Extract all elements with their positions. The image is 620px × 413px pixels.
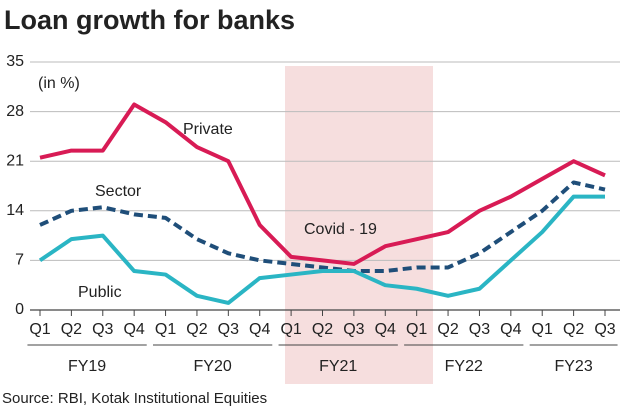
x-tick-label: Q3 [343,321,364,338]
chart-title: Loan growth for banks [4,5,295,35]
source: Source: RBI, Kotak Institutional Equitie… [2,390,267,407]
y-tick-label: 7 [15,252,24,269]
x-tick-label: Q2 [186,321,207,338]
x-tick-label: Q2 [312,321,333,338]
x-tick-label: Q3 [594,321,615,338]
annotation: Covid - 19 [304,221,377,238]
x-tick-label: Q4 [123,321,144,338]
series-line [38,194,605,305]
y-tick-label: 21 [6,152,24,169]
x-tick-label: Q3 [218,321,239,338]
y-tick-label: 14 [6,202,24,219]
x-tick-label: Q1 [532,321,553,338]
group-label: FY19 [68,358,106,375]
x-tick-label: Q4 [249,321,270,338]
x-tick-label: Q1 [406,321,427,338]
group-label: FY20 [194,358,232,375]
x-tick-label: Q1 [155,321,176,338]
series-line [39,180,606,274]
group-label: FY22 [445,358,483,375]
group-label: FY23 [554,358,592,375]
x-tick-label: Q4 [500,321,521,338]
x-tick-label: Q3 [92,321,113,338]
x-tick-label: Q4 [375,321,396,338]
x-tick-label: Q2 [61,321,82,338]
x-tick-label: Q1 [280,321,301,338]
y-tick-label: 28 [6,103,24,120]
y-tick-label: 0 [15,301,24,318]
series-label: Sector [95,183,142,200]
series-label: Public [78,284,122,301]
x-tick-label: Q1 [29,321,50,338]
series-line [39,102,606,266]
covid-shade [285,66,433,384]
y-axis-label: (in %) [38,75,80,92]
y-tick-label: 35 [6,53,24,70]
x-tick-label: Q2 [563,321,584,338]
group-label: FY21 [319,358,357,375]
x-tick-label: Q3 [469,321,490,338]
series-label: Private [183,121,233,138]
x-tick-label: Q2 [437,321,458,338]
